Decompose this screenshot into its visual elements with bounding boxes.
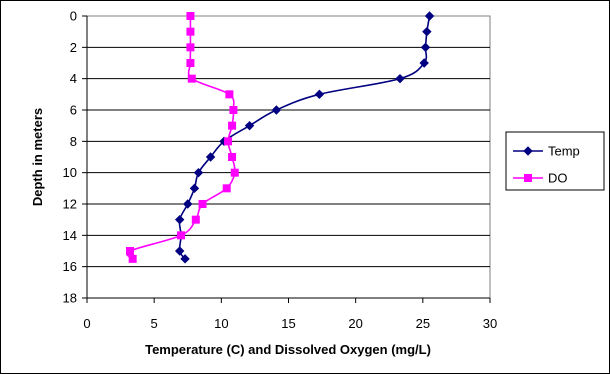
legend-marker-do [524, 174, 532, 182]
legend-label-temp: Temp [548, 144, 580, 159]
data-point-do-2 [186, 43, 195, 52]
data-point-do-15 [125, 247, 134, 255]
x-tick-label-4: 20 [348, 316, 362, 331]
data-point-do-16 [128, 254, 137, 263]
data-point-temp-4 [395, 73, 405, 84]
y-tick-label-3: 6 [70, 103, 77, 118]
legend-item-do: DO [513, 171, 568, 186]
data-point-do-10 [230, 168, 239, 177]
data-point-do-14 [177, 231, 186, 240]
data-point-temp-15 [174, 246, 185, 256]
x-tick-label-0: 0 [83, 316, 90, 331]
data-point-do-11 [222, 184, 231, 193]
data-point-temp-7 [244, 120, 255, 131]
data-point-do-9 [228, 153, 237, 161]
data-point-do-13 [191, 215, 200, 224]
data-point-do-6 [229, 106, 238, 114]
data-point-do-5 [225, 90, 234, 99]
y-axis-title: Depth in meters [30, 108, 45, 206]
y-tick-label-7: 14 [63, 228, 77, 243]
data-point-temp-16 [180, 254, 190, 264]
x-tick-label-3: 15 [281, 316, 295, 331]
x-tick-label-5: 25 [416, 316, 430, 331]
data-point-temp-2 [420, 42, 431, 53]
x-tick-label-6: 30 [483, 316, 497, 331]
y-tick-label-9: 18 [63, 291, 77, 306]
plot-area [86, 15, 491, 299]
data-point-do-1 [186, 27, 195, 36]
data-point-temp-11 [189, 183, 200, 194]
data-point-do-3 [186, 59, 195, 67]
data-point-do-7 [228, 121, 237, 130]
legend-box [505, 131, 605, 191]
y-tick-label-4: 8 [70, 134, 77, 149]
y-tick-label-6: 12 [63, 197, 77, 212]
data-point-temp-5 [314, 89, 325, 100]
data-point-temp-10 [193, 167, 204, 178]
x-tick-label-2: 10 [214, 316, 228, 331]
data-point-temp-13 [174, 214, 185, 225]
legend: Temp DO [505, 131, 605, 191]
legend-item-temp: Temp [513, 144, 580, 159]
x-tick-label-1: 5 [151, 316, 158, 331]
data-point-temp-0 [424, 11, 435, 21]
y-tick-label-2: 4 [70, 71, 77, 86]
data-point-do-12 [198, 200, 207, 208]
tick-labels: 0 2 4 6 8 10 12 14 16 18 0 5 10 15 20 25 30 [63, 9, 498, 332]
legend-label-do: DO [548, 171, 568, 186]
series-do [125, 12, 239, 263]
data-point-temp-9 [205, 152, 216, 162]
data-point-do-0 [186, 12, 195, 20]
data-point-temp-6 [271, 105, 282, 115]
y-tick-label-5: 10 [63, 165, 77, 180]
data-point-temp-1 [422, 26, 432, 37]
axes [82, 15, 491, 303]
data-point-do-4 [187, 74, 196, 83]
data-point-do-8 [224, 137, 233, 146]
legend-marker-temp [523, 146, 533, 156]
y-tick-label-0: 0 [70, 9, 77, 24]
data-point-temp-12 [183, 199, 193, 209]
y-tick-label-1: 2 [70, 40, 77, 55]
data-series [125, 11, 435, 264]
x-axis-title: Temperature (C) and Dissolved Oxygen (mg… [145, 342, 431, 357]
data-point-temp-3 [419, 58, 429, 68]
y-tick-label-8: 16 [63, 259, 77, 274]
